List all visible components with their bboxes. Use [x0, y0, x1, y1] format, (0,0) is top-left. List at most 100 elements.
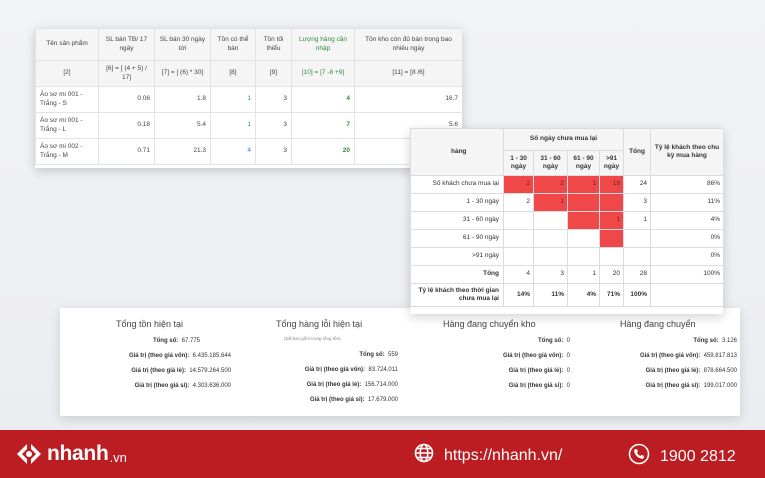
value-cell: 3: [255, 138, 292, 165]
nhanh-logo-icon: [14, 441, 44, 467]
table-row: Số khách chưa mua lại 2 2 1 19 24 86%: [410, 175, 723, 194]
value-cell: 19: [598, 175, 625, 194]
value-cell: 21.3: [154, 138, 211, 165]
value-cell: [567, 193, 600, 212]
summary-value: 3.126: [721, 338, 737, 344]
total-cell: [623, 247, 652, 266]
subheader-31-60: 31 - 60 ngày: [533, 150, 568, 176]
table-row: Áo sơ mi 002 - Trắng - M 0.71 21.3 4 3 2…: [35, 138, 462, 165]
product-name-cell: Áo sơ mi 001 - Trắng - L: [35, 112, 99, 139]
value-cell: [598, 193, 625, 212]
table-row: 31 - 60 ngày 1 1 4%: [410, 211, 723, 230]
formula-cell: [10] = [7 -8 +9]: [291, 60, 355, 87]
brand-logo[interactable]: nhanh .vn: [14, 441, 127, 467]
total-cell: 1: [623, 211, 652, 230]
summary-label: Tổng số:: [693, 338, 719, 344]
website-link[interactable]: https://nhanh.vn/: [414, 443, 562, 468]
customer-repurchase-table: hàng Số ngày chưa mua lại Tổng Tỷ lệ khá…: [410, 128, 723, 307]
product-name-cell: Áo sơ mi 001 - Trắng - S: [35, 86, 99, 113]
globe-icon: [414, 443, 444, 468]
row-label: 1 - 30 ngày: [410, 193, 504, 212]
hotline-link[interactable]: 1900 2812: [628, 443, 736, 470]
value-cell: 1: [598, 211, 625, 230]
value-cell: [533, 211, 568, 230]
phone-icon: [628, 443, 660, 470]
rate-cell: 86%: [650, 175, 723, 194]
value-cell: 1: [210, 112, 256, 139]
summary-line: Giá trị (theo giá sỉ): 17.679.000: [310, 397, 398, 403]
value-cell: [567, 247, 600, 266]
value-cell: [503, 229, 534, 248]
value-cell: 1: [533, 193, 568, 212]
table-row: 61 - 90 ngày 0%: [410, 229, 723, 248]
summary-value: 6.435.185.644: [192, 353, 231, 359]
value-cell: [533, 247, 568, 266]
formula-cell: [6] = [ (4 + 5) / 17]: [98, 60, 155, 87]
summary-value: 156.714.000: [364, 382, 398, 388]
value-cell: 11%: [533, 283, 568, 307]
stock-summary-panel: Tổng tồn hiện tại Tổng số: 67.775 Giá tr…: [60, 308, 740, 416]
value-cell: 1.8: [154, 86, 211, 113]
total-cell: 100%: [623, 283, 652, 307]
header-days-left: Tồn kho còn đủ bán trong bao nhiêu ngày: [354, 28, 462, 61]
rate-cell: 0%: [650, 229, 723, 248]
value-cell: 0.18: [98, 112, 155, 139]
summary-label: Giá trị (theo giá vốn):: [304, 367, 366, 373]
formula-cell: [9]: [255, 60, 292, 87]
header-days-not-repurchased: Số ngày chưa mua lại: [502, 128, 625, 151]
summary-label: Giá trị (theo giá sỉ):: [508, 383, 564, 389]
inventory-table: Tên sản phẩm SL bán TB/ 17 ngày SL bán 3…: [35, 28, 462, 165]
total-cell: 3: [623, 193, 652, 212]
summary-value: 4.303.636.000: [192, 383, 231, 389]
rate-cell: 4%: [650, 211, 723, 230]
row-label: Số khách chưa mua lại: [410, 175, 504, 194]
brand-tld: .vn: [109, 450, 127, 465]
total-cell: [623, 229, 652, 248]
summary-title: Hàng đang chuyển kho: [443, 319, 536, 329]
value-cell: 0.71: [98, 138, 155, 165]
formula-cell: [11] = [8 /6]: [354, 60, 462, 87]
summary-value: 199.017.000: [703, 383, 737, 389]
summary-value: 83.724.011: [368, 367, 398, 373]
summary-line: Tổng số: 67.775: [153, 338, 200, 344]
value-cell: [533, 229, 568, 248]
row-label: Tổng: [410, 265, 504, 284]
rate-by-time-row: Tỷ lệ khách theo thời gian chưa mua lại …: [410, 283, 723, 307]
subheader-61-90: 61 - 90 ngày: [567, 150, 600, 176]
rate-cell: 0%: [650, 247, 723, 266]
value-cell: 0.06: [98, 86, 155, 113]
value-cell: 14%: [503, 283, 534, 307]
summary-line: Giá trị (theo giá vốn): 0: [503, 353, 570, 359]
summary-label: Giá trị (theo giá sỉ):: [309, 397, 365, 403]
summary-line: Giá trị (theo giá vốn): 83.724.011: [305, 367, 398, 373]
value-cell: 4%: [567, 283, 600, 307]
summary-note: (Đã bao gồm trong tổng tồn): [284, 336, 341, 341]
summary-title: Tổng tồn hiện tại: [116, 319, 184, 329]
summary-value: 559: [387, 352, 398, 358]
value-cell: 2: [503, 175, 534, 194]
summary-value: 67.775: [181, 338, 200, 344]
summary-title: Tổng hàng lỗi hiện tại: [276, 319, 363, 329]
table-row: 1 - 30 ngày 2 1 3 11%: [410, 193, 723, 212]
summary-line: Tổng số: 3.126: [693, 338, 737, 344]
summary-label: Giá trị (theo giá vốn):: [128, 353, 190, 359]
header-sold-next-30: SL bán 30 ngày tới: [154, 28, 211, 61]
value-cell: 1: [567, 175, 600, 194]
summary-label: Tổng số:: [359, 352, 385, 358]
customer-header-row: hàng Số ngày chưa mua lại Tổng Tỷ lệ khá…: [410, 128, 723, 176]
value-cell: 4: [291, 86, 355, 113]
summary-line: Giá trị (theo giá lẻ): 156.714.000: [307, 382, 398, 388]
subheader-1-30: 1 - 30 ngày: [503, 150, 534, 176]
summary-line: Giá trị (theo giá lẻ): 878.664.500: [646, 368, 737, 374]
summary-label: Tổng số:: [537, 338, 564, 344]
summary-value: 0: [566, 338, 570, 344]
value-cell: 3: [255, 86, 292, 113]
summary-value: 459.817.813: [703, 353, 737, 359]
summary-title: Hàng đang chuyển: [620, 319, 696, 329]
summary-line: Giá trị (theo giá sỉ): 4.303.636.000: [135, 383, 231, 389]
value-cell: 3: [255, 112, 292, 139]
summary-value: 17.679.000: [367, 397, 398, 403]
table-row: Áo sơ mi 001 - Trắng - L 0.18 5.4 1 3 7 …: [35, 112, 462, 139]
inventory-table-panel: Tên sản phẩm SL bán TB/ 17 ngày SL bán 3…: [35, 28, 462, 168]
value-cell: 4: [503, 265, 534, 284]
